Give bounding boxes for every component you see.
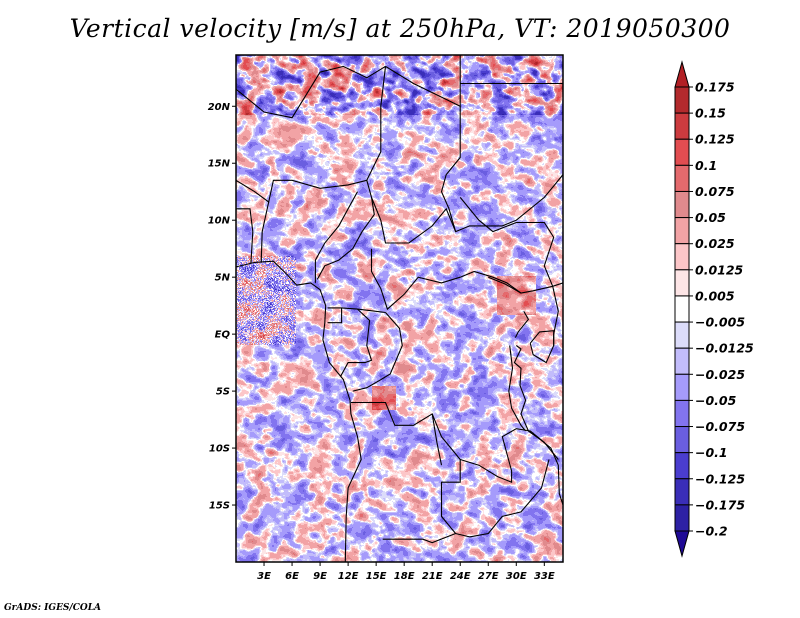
colorbar: 0.175 0.15 0.125 0.1 0.075 0.05 0.025 0.0125 0.0… <box>674 60 754 558</box>
colorbar-swatch <box>674 86 690 114</box>
y-tick-label: 20N <box>208 102 231 113</box>
x-tick-label: 3E <box>257 571 271 582</box>
colorbar-swatch <box>674 373 690 401</box>
colorbar-label: 0.1 <box>695 158 717 173</box>
x-tick-label: 6E <box>285 571 299 582</box>
colorbar-label: −0.0125 <box>695 341 754 356</box>
colorbar-swatch <box>674 217 690 245</box>
colorbar-max-arrow <box>674 60 690 88</box>
y-tick-label: 10S <box>209 444 230 455</box>
x-tick-label: 9E <box>313 571 327 582</box>
x-tick-label: 24E <box>450 571 471 582</box>
colorbar-swatch <box>674 138 690 166</box>
colorbar-swatch <box>674 112 690 140</box>
colorbar-label: 0.025 <box>695 236 735 251</box>
colorbar-label: −0.125 <box>695 471 745 486</box>
colorbar-label: −0.005 <box>695 315 745 330</box>
colorbar-label: 0.005 <box>695 288 735 303</box>
colorbar-label: −0.05 <box>695 393 737 408</box>
colorbar-label: 0.15 <box>695 106 726 121</box>
x-tick-label: 21E <box>422 571 443 582</box>
colorbar-swatch <box>674 269 690 297</box>
colorbar-label: 0.05 <box>695 210 726 225</box>
colorbar-label: 0.125 <box>695 132 735 147</box>
colorbar-swatch <box>674 243 690 271</box>
map-plot-area <box>236 55 563 562</box>
colorbar-label: −0.025 <box>695 367 745 382</box>
x-tick-label: 12E <box>338 571 359 582</box>
colorbar-label: −0.075 <box>695 419 745 434</box>
colorbar-swatch <box>674 190 690 219</box>
colorbar-min-arrow <box>674 530 690 558</box>
y-axis: 20N 15N 10N 5N EQ 5S 10S 15S <box>208 102 236 512</box>
y-tick-label: 10N <box>208 216 231 227</box>
grads-credit: GrADS: IGES/COLA <box>4 603 102 613</box>
y-tick-label: 5S <box>216 387 230 398</box>
x-tick-label: 33E <box>534 571 555 582</box>
x-tick-label: 15E <box>366 571 387 582</box>
x-tick-label: 18E <box>394 571 415 582</box>
colorbar-swatch <box>674 399 690 428</box>
colorbar-label: −0.1 <box>695 445 728 460</box>
colorbar-label: −0.2 <box>695 524 728 539</box>
x-tick-label: 30E <box>506 571 527 582</box>
colorbar-swatch <box>674 426 690 454</box>
colorbar-swatch <box>674 452 690 480</box>
colorbar-label: 0.075 <box>695 184 735 199</box>
x-tick-label: 27E <box>478 571 499 582</box>
vertical-velocity-field <box>236 55 563 562</box>
colorbar-label: 0.0125 <box>695 262 744 277</box>
colorbar-label: −0.175 <box>695 497 745 512</box>
colorbar-swatch <box>674 295 690 323</box>
colorbar-swatch <box>674 321 690 349</box>
colorbar-swatch <box>674 347 690 375</box>
y-tick-label: 15S <box>209 501 230 512</box>
colorbar-swatch <box>674 504 690 532</box>
x-axis: 3E 6E 9E 12E 15E 18E 21E 24E 27E 30E 33E <box>257 562 555 582</box>
y-tick-label: 5N <box>215 273 231 284</box>
colorbar-swatch <box>674 478 690 506</box>
y-tick-label: EQ <box>215 330 231 341</box>
colorbar-label: 0.175 <box>695 80 735 95</box>
chart-title: Vertical velocity [m/s] at 250hPa, VT: 2… <box>69 14 731 43</box>
y-tick-label: 15N <box>208 159 231 170</box>
colorbar-swatch <box>674 164 690 192</box>
